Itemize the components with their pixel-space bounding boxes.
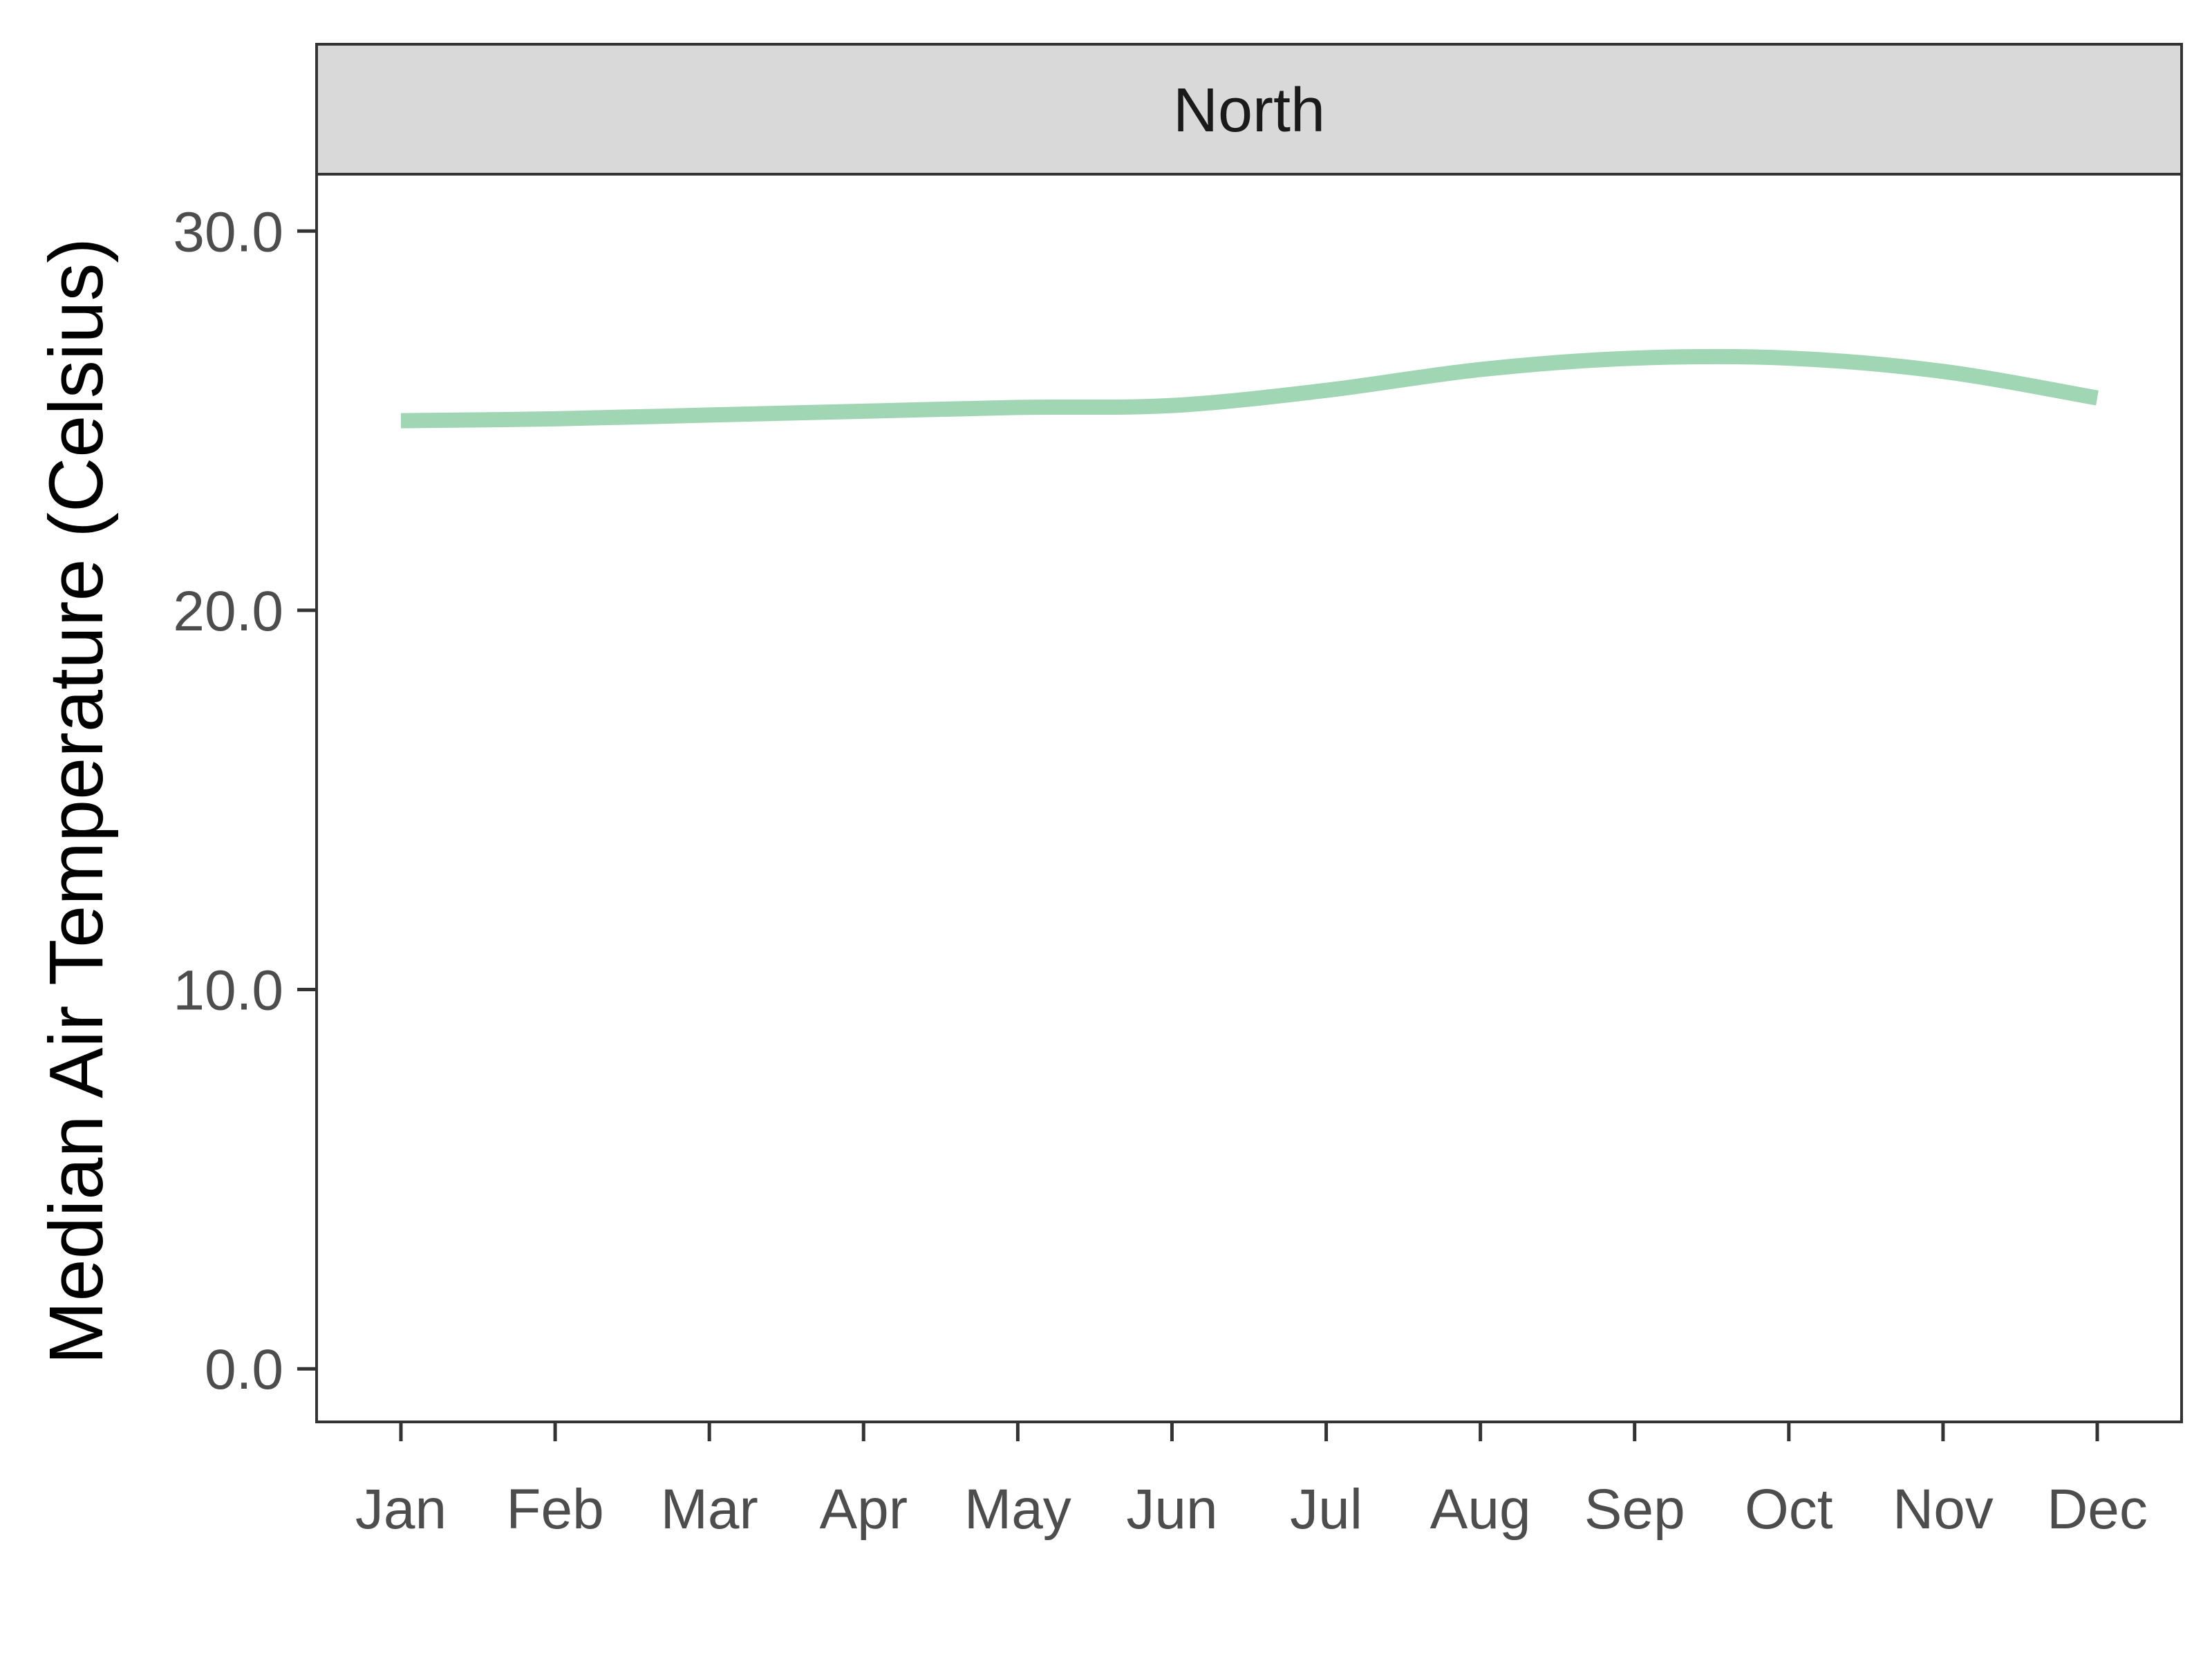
y-tick-label: 0.0 <box>205 1338 283 1401</box>
x-tick-label: Jul <box>1290 1478 1362 1541</box>
x-tick-label: Feb <box>506 1478 603 1541</box>
facet-strip <box>315 43 2183 176</box>
x-tick-label: May <box>964 1478 1071 1541</box>
plot-panel <box>315 173 2183 1423</box>
x-tick-label: Jan <box>355 1478 447 1541</box>
y-tick-label: 30.0 <box>173 200 283 263</box>
x-tick-label: Aug <box>1430 1478 1531 1541</box>
y-axis: 0.0 10.0 20.0 30.0 <box>173 200 317 1401</box>
x-tick-label: Sep <box>1584 1478 1685 1541</box>
x-tick-label: Jun <box>1126 1478 1217 1541</box>
x-tick-label: Oct <box>1745 1478 1833 1541</box>
y-axis-title: Median Air Temperature (Celsius) <box>34 238 119 1365</box>
y-tick-label: 10.0 <box>173 959 283 1022</box>
x-tick-label: Mar <box>661 1478 758 1541</box>
x-tick-label: Dec <box>2047 1478 2148 1541</box>
series-line <box>400 348 2099 429</box>
x-axis: Jan Feb Mar Apr May Jun Jul Aug Sep Oct Nov Dec <box>355 1422 2148 1541</box>
x-tick-label: Nov <box>1893 1478 1994 1541</box>
y-tick-label: 20.0 <box>173 580 283 643</box>
x-tick-label: Apr <box>819 1478 908 1541</box>
facet-strip-label: North <box>1173 76 1325 145</box>
series-layer <box>400 348 2099 429</box>
